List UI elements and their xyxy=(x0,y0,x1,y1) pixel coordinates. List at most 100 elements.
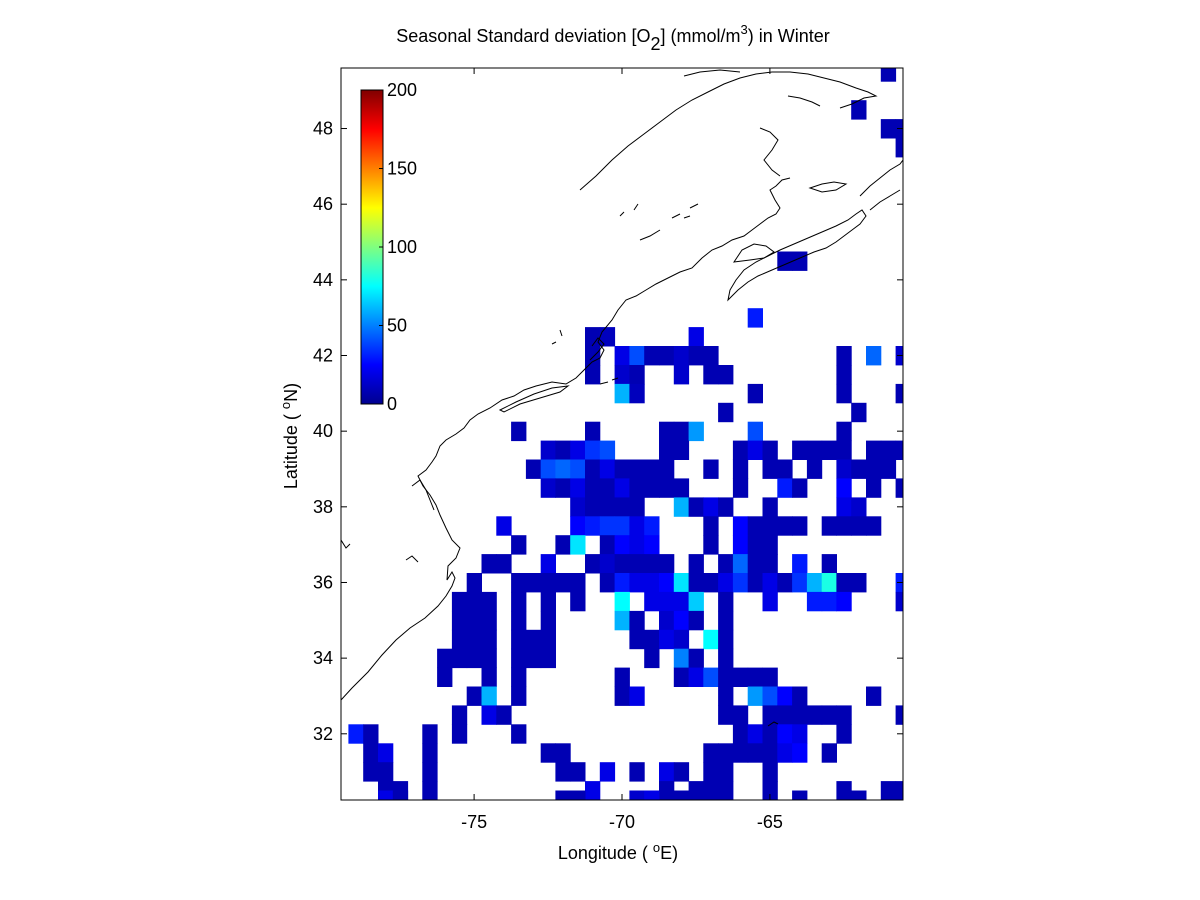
data-cell xyxy=(866,459,882,479)
data-cell xyxy=(792,440,808,460)
y-tick-label: 36 xyxy=(313,572,333,592)
data-cell xyxy=(762,667,778,687)
data-cell xyxy=(585,440,601,460)
data-cell xyxy=(570,573,586,593)
data-cell xyxy=(599,327,616,347)
data-cell xyxy=(525,459,542,479)
data-cell xyxy=(836,478,852,498)
colorbar-tick-label: 150 xyxy=(387,159,417,179)
data-cell xyxy=(659,459,675,479)
data-cell xyxy=(511,573,527,593)
data-cell xyxy=(806,573,823,593)
data-cell xyxy=(481,610,497,631)
data-cell xyxy=(747,421,763,442)
y-tick-label: 34 xyxy=(313,648,333,668)
data-cell xyxy=(629,554,645,574)
data-cell xyxy=(614,383,630,404)
data-cell xyxy=(629,535,645,555)
data-cell xyxy=(747,440,763,460)
data-cell xyxy=(570,591,586,612)
data-cell xyxy=(644,648,660,669)
data-cell xyxy=(555,573,571,593)
data-cell xyxy=(732,573,749,593)
data-cell xyxy=(688,573,704,593)
data-cell xyxy=(866,516,882,536)
data-cell xyxy=(392,790,409,800)
data-cell xyxy=(496,705,512,725)
data-cell xyxy=(451,629,468,650)
data-cell xyxy=(614,591,630,612)
data-cell xyxy=(540,478,556,498)
data-cell xyxy=(688,648,704,669)
data-cell xyxy=(629,365,645,385)
data-cell xyxy=(363,743,379,763)
data-cell xyxy=(599,554,616,574)
data-cell xyxy=(540,440,556,460)
data-cell xyxy=(673,365,690,385)
data-cell xyxy=(511,421,527,442)
data-cell xyxy=(762,705,778,725)
data-cell xyxy=(792,516,808,536)
colorbar-tick-label: 0 xyxy=(387,394,397,414)
data-cell xyxy=(525,648,542,669)
data-cell xyxy=(437,667,453,687)
data-cell xyxy=(703,459,719,479)
data-cell xyxy=(718,762,734,782)
data-cell xyxy=(496,554,512,574)
data-cell xyxy=(688,610,704,631)
data-cell xyxy=(792,251,808,271)
data-cell xyxy=(629,459,645,479)
data-cell xyxy=(540,459,556,479)
data-cell xyxy=(747,686,763,706)
axis-tick-labels: -75 -70 -65 32 34 36 38 40 42 44 46 48 xyxy=(313,119,783,832)
data-cell xyxy=(540,648,556,669)
data-cell xyxy=(481,629,497,650)
data-cell xyxy=(703,497,719,517)
data-cell xyxy=(481,554,497,574)
data-cell xyxy=(762,459,778,479)
data-cell xyxy=(659,629,675,650)
data-cell xyxy=(821,705,837,725)
data-cell xyxy=(496,516,512,536)
data-cell xyxy=(821,440,837,460)
data-cell xyxy=(688,346,704,366)
data-cell xyxy=(866,686,882,706)
data-cell xyxy=(718,573,734,593)
data-cell xyxy=(614,516,630,536)
data-cell xyxy=(673,648,690,669)
y-axis-label: Latitude ( oN) xyxy=(278,382,301,490)
data-cell xyxy=(880,781,897,800)
data-cell xyxy=(540,573,556,593)
data-cell xyxy=(673,790,690,800)
data-cell xyxy=(703,365,719,385)
data-cell xyxy=(673,629,690,650)
data-cell xyxy=(777,573,793,593)
data-cell xyxy=(659,554,675,574)
data-cell xyxy=(866,346,882,366)
data-cell xyxy=(718,629,734,650)
data-cell xyxy=(540,554,556,574)
data-cell xyxy=(555,459,571,479)
data-cell xyxy=(792,724,808,744)
data-cell xyxy=(629,516,645,536)
data-cell xyxy=(895,705,903,725)
data-cell xyxy=(585,346,601,366)
data-cell xyxy=(570,790,586,800)
data-cell xyxy=(644,591,660,612)
data-cell xyxy=(747,573,763,593)
data-cell xyxy=(585,554,601,574)
data-cell xyxy=(570,497,586,517)
data-cell xyxy=(703,790,719,800)
data-cell xyxy=(599,478,616,498)
colorbar-ticks xyxy=(379,89,383,405)
data-cell xyxy=(777,459,793,479)
data-cell xyxy=(659,478,675,498)
data-cell xyxy=(732,516,749,536)
data-cell xyxy=(466,573,482,593)
data-cell xyxy=(762,497,778,517)
data-cell xyxy=(614,686,630,706)
data-cell xyxy=(511,648,527,669)
data-cell xyxy=(703,762,719,782)
data-cell xyxy=(688,421,704,442)
